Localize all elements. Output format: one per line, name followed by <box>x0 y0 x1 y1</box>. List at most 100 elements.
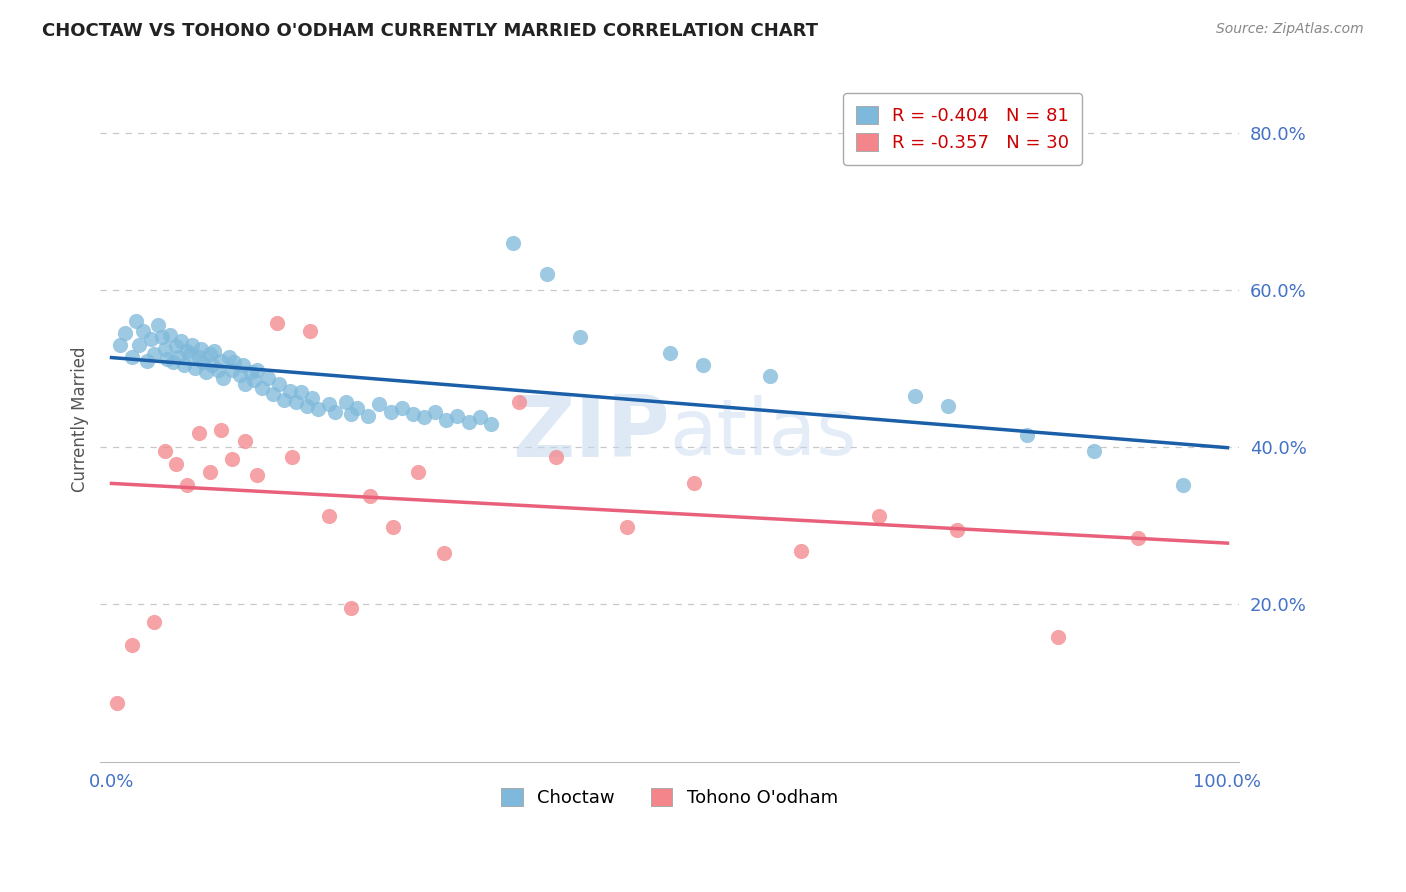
Point <box>173 358 195 372</box>
Text: ZIP: ZIP <box>512 392 669 475</box>
Point <box>150 330 173 344</box>
Point <box>267 377 290 392</box>
Point <box>256 371 278 385</box>
Point <box>114 326 136 340</box>
Point <box>508 394 530 409</box>
Point <box>165 458 187 472</box>
Point <box>153 444 176 458</box>
Point <box>229 368 252 382</box>
Y-axis label: Currently Married: Currently Married <box>72 347 89 492</box>
Point <box>180 338 202 352</box>
Point <box>121 638 143 652</box>
Point <box>1015 428 1038 442</box>
Point <box>1046 631 1069 645</box>
Point <box>318 397 340 411</box>
Point <box>423 405 446 419</box>
Text: Source: ZipAtlas.com: Source: ZipAtlas.com <box>1216 22 1364 37</box>
Point <box>142 347 165 361</box>
Point <box>323 405 346 419</box>
Point <box>299 324 322 338</box>
Point <box>938 399 960 413</box>
Point <box>121 350 143 364</box>
Point <box>212 371 235 385</box>
Point <box>176 344 198 359</box>
Point <box>232 358 254 372</box>
Point <box>245 363 267 377</box>
Point <box>479 417 502 431</box>
Point <box>221 363 243 377</box>
Point <box>209 423 232 437</box>
Point <box>136 353 159 368</box>
Point <box>683 475 706 490</box>
Point <box>307 402 329 417</box>
Point <box>262 386 284 401</box>
Point <box>536 267 558 281</box>
Point <box>170 334 193 348</box>
Point <box>190 342 212 356</box>
Point <box>790 544 813 558</box>
Point <box>502 235 524 250</box>
Point <box>759 369 782 384</box>
Point <box>391 401 413 415</box>
Point <box>195 366 218 380</box>
Legend: Choctaw, Tohono O'odham: Choctaw, Tohono O'odham <box>494 780 845 814</box>
Point <box>946 523 969 537</box>
Point <box>658 345 681 359</box>
Point <box>110 338 132 352</box>
Point <box>162 355 184 369</box>
Point <box>1083 444 1105 458</box>
Point <box>240 366 263 380</box>
Point <box>408 465 430 479</box>
Point <box>616 520 638 534</box>
Point <box>468 410 491 425</box>
Point <box>273 392 295 407</box>
Point <box>198 347 221 361</box>
Point <box>187 425 209 440</box>
Point <box>340 601 363 615</box>
Point <box>433 546 456 560</box>
Point <box>209 353 232 368</box>
Point <box>167 350 190 364</box>
Point <box>207 363 229 377</box>
Point <box>1171 478 1194 492</box>
Point <box>224 355 246 369</box>
Point <box>201 358 224 372</box>
Point <box>245 467 267 482</box>
Point <box>904 389 927 403</box>
Point <box>284 394 307 409</box>
Point <box>413 410 436 425</box>
Point <box>1128 531 1150 545</box>
Point <box>198 465 221 479</box>
Point <box>148 318 170 333</box>
Point <box>544 450 567 464</box>
Point <box>278 384 301 398</box>
Point <box>235 377 257 392</box>
Point <box>165 339 187 353</box>
Point <box>295 399 318 413</box>
Point <box>153 342 176 356</box>
Text: atlas: atlas <box>669 395 858 471</box>
Point <box>142 615 165 629</box>
Point <box>346 401 368 415</box>
Point <box>381 520 404 534</box>
Point <box>335 394 357 409</box>
Point <box>179 347 201 361</box>
Point <box>380 405 402 419</box>
Point <box>187 350 209 364</box>
Point <box>368 397 391 411</box>
Point <box>569 330 592 344</box>
Point <box>156 352 179 367</box>
Point <box>266 316 288 330</box>
Point <box>692 358 714 372</box>
Point <box>281 450 304 464</box>
Point <box>243 373 266 387</box>
Point <box>318 509 340 524</box>
Point <box>290 385 312 400</box>
Point <box>139 332 162 346</box>
Point <box>301 392 323 406</box>
Point <box>221 452 243 467</box>
Point <box>357 409 380 423</box>
Point <box>176 478 198 492</box>
Point <box>434 412 457 426</box>
Point <box>184 361 207 376</box>
